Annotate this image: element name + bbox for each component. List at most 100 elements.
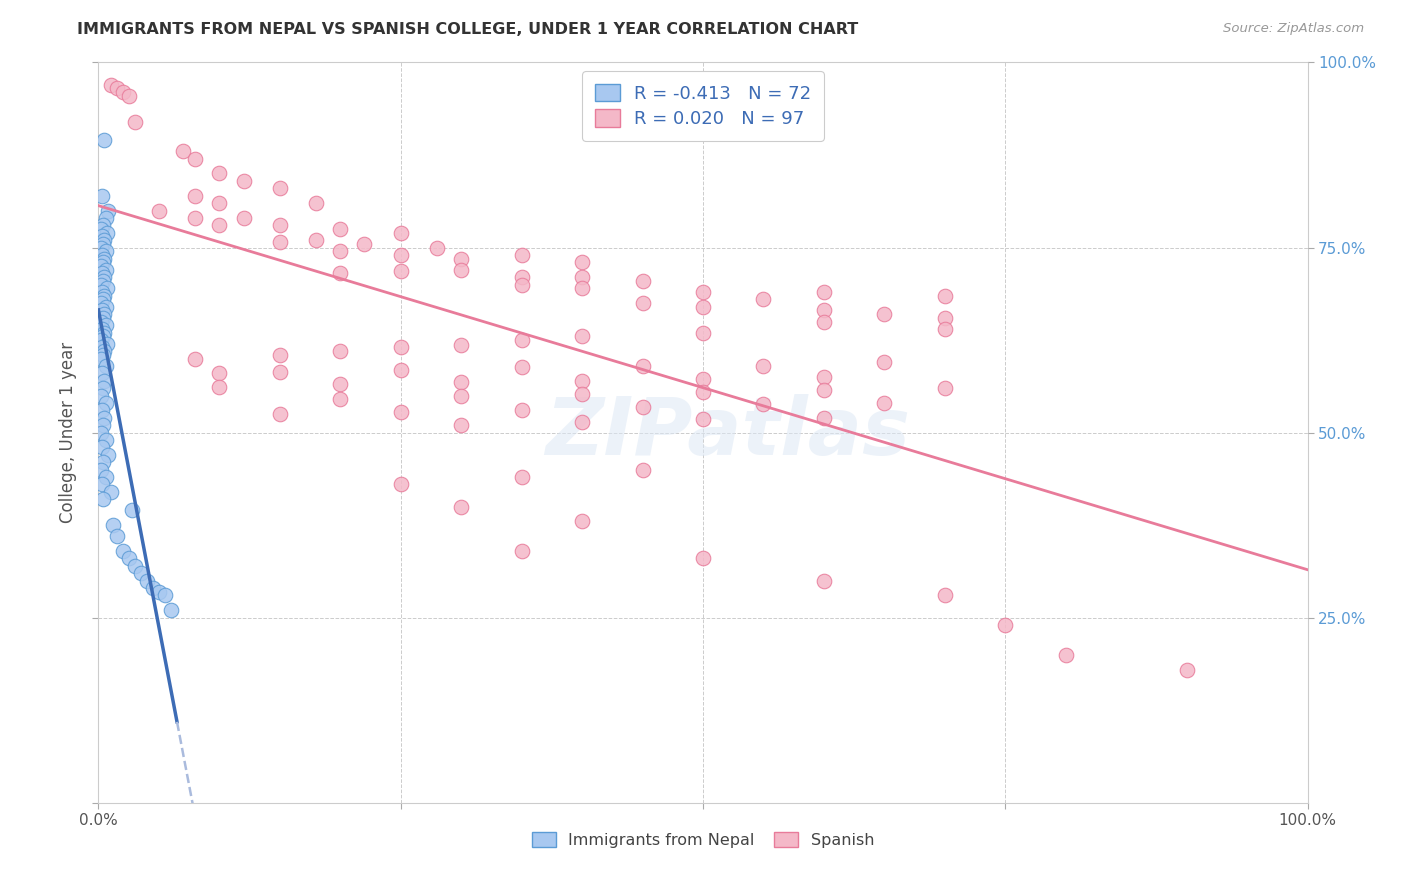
Point [153,589,176,603]
Point [450,338,472,352]
Point [91,236,114,251]
Point [752,397,775,411]
Point [450,418,472,433]
Point [571,270,593,285]
Point [94,470,117,484]
Point [118,551,141,566]
Point [1054,648,1077,662]
Point [94,262,117,277]
Point [184,211,207,225]
Point [934,322,956,336]
Point [208,367,231,381]
Point [91,477,114,491]
Point [93,133,115,147]
Point [91,403,114,417]
Point [510,544,533,558]
Point [90,351,112,366]
Point [91,248,114,262]
Point [571,415,593,429]
Point [93,288,115,302]
Point [93,410,115,425]
Point [389,341,412,355]
Point [135,574,157,588]
Point [631,274,654,288]
Point [329,344,352,359]
Point [571,515,593,529]
Point [93,344,115,359]
Point [510,403,533,417]
Point [692,384,714,399]
Legend: Immigrants from Nepal, Spanish: Immigrants from Nepal, Spanish [526,825,880,854]
Point [752,293,775,307]
Point [813,574,835,588]
Point [91,492,114,507]
Point [91,274,114,288]
Point [91,381,114,395]
Point [91,418,114,433]
Point [389,248,412,262]
Point [90,462,112,476]
Point [105,529,128,543]
Point [934,589,956,603]
Point [91,267,114,281]
Point [813,285,835,299]
Point [91,255,114,269]
Point [91,322,114,336]
Point [124,114,146,128]
Point [813,383,835,397]
Point [631,462,654,476]
Point [94,300,117,314]
Point [93,326,115,340]
Point [100,78,122,92]
Point [692,372,714,386]
Point [91,367,114,381]
Point [571,387,593,401]
Point [94,359,117,373]
Point [111,85,134,99]
Point [94,396,117,410]
Point [91,441,114,455]
Point [91,285,114,299]
Point [129,566,152,581]
Point [269,348,291,362]
Point [91,303,114,318]
Point [389,362,412,376]
Point [97,448,120,462]
Point [208,166,231,180]
Point [571,255,593,269]
Point [148,584,170,599]
Point [91,341,114,355]
Point [510,360,533,375]
Point [91,310,114,325]
Point [94,433,117,447]
Point [873,355,896,369]
Point [121,503,143,517]
Point [692,412,714,426]
Point [450,252,472,266]
Point [389,477,412,491]
Point [873,396,896,410]
Point [94,318,117,333]
Point [510,248,533,262]
Point [353,236,375,251]
Point [813,370,835,384]
Point [571,374,593,388]
Point [90,222,112,236]
Point [692,285,714,299]
Point [91,188,114,202]
Point [329,377,352,392]
Point [160,603,183,617]
Point [90,425,112,440]
Point [450,376,472,390]
Point [571,281,593,295]
Point [142,581,165,595]
Point [631,359,654,373]
Point [450,388,472,402]
Point [208,380,231,394]
Point [172,145,194,159]
Point [91,348,114,362]
Point [93,233,115,247]
Point [91,219,114,233]
Point [208,196,231,211]
Point [571,329,593,343]
